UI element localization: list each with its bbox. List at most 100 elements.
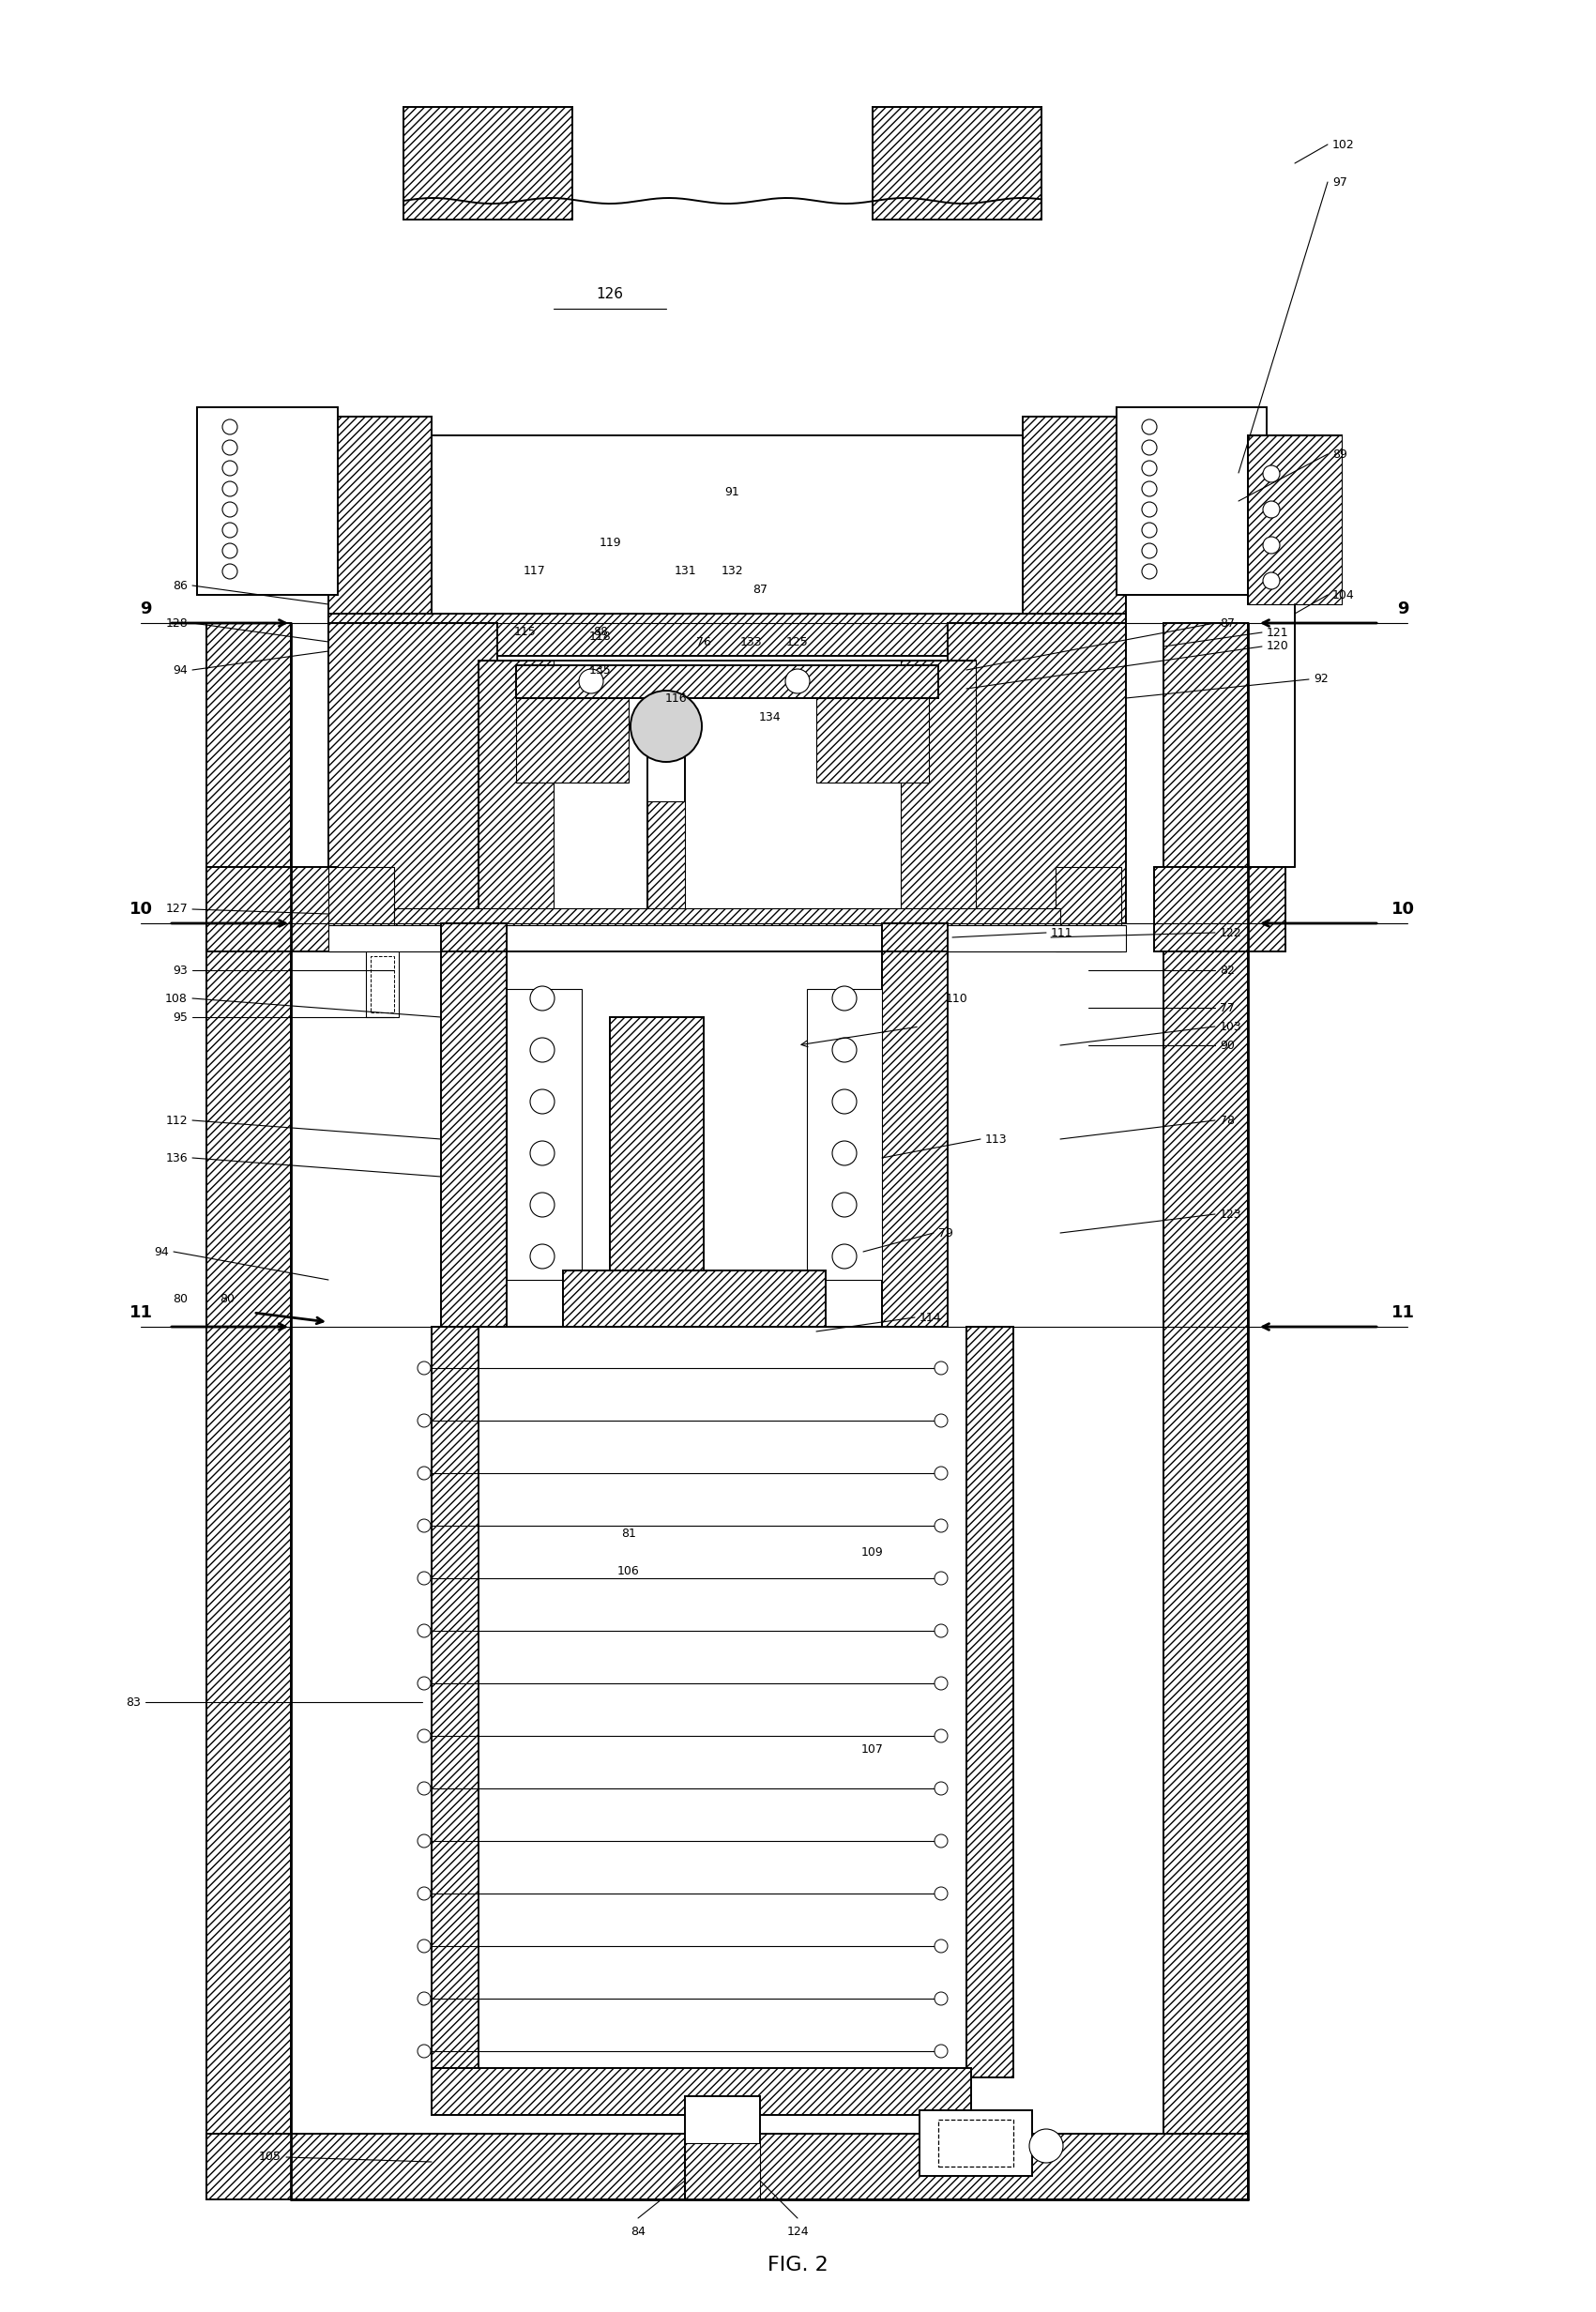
Circle shape xyxy=(935,1833,948,1847)
Bar xyxy=(948,622,1125,922)
Circle shape xyxy=(832,1244,857,1269)
Circle shape xyxy=(530,1142,554,1165)
Bar xyxy=(685,2143,760,2199)
Circle shape xyxy=(1141,481,1157,497)
Text: 77: 77 xyxy=(1219,1001,1235,1015)
Text: 10: 10 xyxy=(129,902,153,918)
Circle shape xyxy=(935,1940,948,1954)
Text: 126: 126 xyxy=(597,287,624,301)
Text: 113: 113 xyxy=(985,1133,1007,1144)
Bar xyxy=(196,407,338,594)
Text: 108: 108 xyxy=(166,992,188,1003)
Circle shape xyxy=(832,1038,857,1061)
Circle shape xyxy=(418,1993,431,2005)
Bar xyxy=(563,1272,825,1327)
Bar xyxy=(479,661,975,913)
Circle shape xyxy=(418,1783,431,1794)
Bar xyxy=(365,953,399,1017)
Text: 9: 9 xyxy=(1396,601,1409,617)
Text: 120: 120 xyxy=(1267,640,1290,652)
Circle shape xyxy=(530,1038,554,1061)
Circle shape xyxy=(832,1193,857,1216)
Bar xyxy=(431,2067,970,2115)
Circle shape xyxy=(832,987,857,1010)
Text: 109: 109 xyxy=(862,1547,884,1558)
Circle shape xyxy=(832,1089,857,1114)
Circle shape xyxy=(1141,418,1157,435)
Bar xyxy=(967,1327,1013,2078)
Bar xyxy=(506,953,883,1327)
Text: 123: 123 xyxy=(1219,1209,1242,1221)
Bar xyxy=(206,867,338,953)
Bar xyxy=(900,661,975,913)
Circle shape xyxy=(530,1089,554,1114)
Text: 86: 86 xyxy=(172,580,188,592)
Bar xyxy=(329,613,1125,657)
Circle shape xyxy=(1262,573,1280,590)
Bar xyxy=(1117,407,1267,594)
Circle shape xyxy=(1141,439,1157,455)
Circle shape xyxy=(418,1519,431,1533)
Text: 106: 106 xyxy=(618,1565,640,1577)
Circle shape xyxy=(418,1676,431,1690)
Text: 114: 114 xyxy=(919,1311,942,1322)
Circle shape xyxy=(222,523,238,539)
Bar xyxy=(479,661,554,913)
Circle shape xyxy=(418,1572,431,1584)
Bar xyxy=(1163,622,1248,2143)
Circle shape xyxy=(935,1415,948,1427)
Circle shape xyxy=(1141,564,1157,578)
Bar xyxy=(206,622,290,2143)
Text: 90: 90 xyxy=(1219,1038,1235,1052)
Text: 135: 135 xyxy=(589,664,611,675)
Text: 115: 115 xyxy=(514,627,536,638)
Text: 105: 105 xyxy=(259,2150,281,2164)
Text: 78: 78 xyxy=(1219,1114,1235,1126)
Circle shape xyxy=(418,1625,431,1637)
Circle shape xyxy=(530,1193,554,1216)
Circle shape xyxy=(222,418,238,435)
Bar xyxy=(685,2097,760,2199)
Bar xyxy=(873,106,1042,220)
Text: 131: 131 xyxy=(674,566,696,578)
Circle shape xyxy=(935,1572,948,1584)
Circle shape xyxy=(935,1783,948,1794)
Circle shape xyxy=(418,1466,431,1480)
Text: 95: 95 xyxy=(172,1010,188,1024)
Text: 119: 119 xyxy=(598,536,621,550)
Text: 88: 88 xyxy=(594,627,608,638)
Circle shape xyxy=(418,1362,431,1376)
Text: 133: 133 xyxy=(739,636,761,647)
Circle shape xyxy=(1141,523,1157,539)
Text: 128: 128 xyxy=(166,617,188,629)
Circle shape xyxy=(418,1415,431,1427)
Text: 127: 127 xyxy=(166,904,188,916)
Text: 118: 118 xyxy=(589,631,611,643)
Circle shape xyxy=(1262,502,1280,518)
Text: 136: 136 xyxy=(166,1151,188,1163)
Circle shape xyxy=(1262,465,1280,483)
Text: 132: 132 xyxy=(721,566,742,578)
Text: 117: 117 xyxy=(523,566,546,578)
Circle shape xyxy=(418,1940,431,1954)
Text: 134: 134 xyxy=(758,710,780,724)
Circle shape xyxy=(935,1625,948,1637)
Bar xyxy=(1023,416,1125,622)
Text: 11: 11 xyxy=(1392,1304,1414,1320)
Text: 104: 104 xyxy=(1333,590,1355,601)
Bar xyxy=(648,735,685,913)
Circle shape xyxy=(630,691,702,763)
Circle shape xyxy=(935,1887,948,1900)
Circle shape xyxy=(935,1362,948,1376)
Circle shape xyxy=(418,2044,431,2058)
Text: 87: 87 xyxy=(1219,617,1235,629)
Circle shape xyxy=(935,1519,948,1533)
Text: 124: 124 xyxy=(787,2226,809,2238)
Circle shape xyxy=(530,1244,554,1269)
Circle shape xyxy=(222,481,238,497)
Circle shape xyxy=(935,1729,948,1743)
Circle shape xyxy=(935,1466,948,1480)
Bar xyxy=(648,802,685,913)
Bar xyxy=(404,106,573,220)
Text: 89: 89 xyxy=(1333,449,1347,460)
